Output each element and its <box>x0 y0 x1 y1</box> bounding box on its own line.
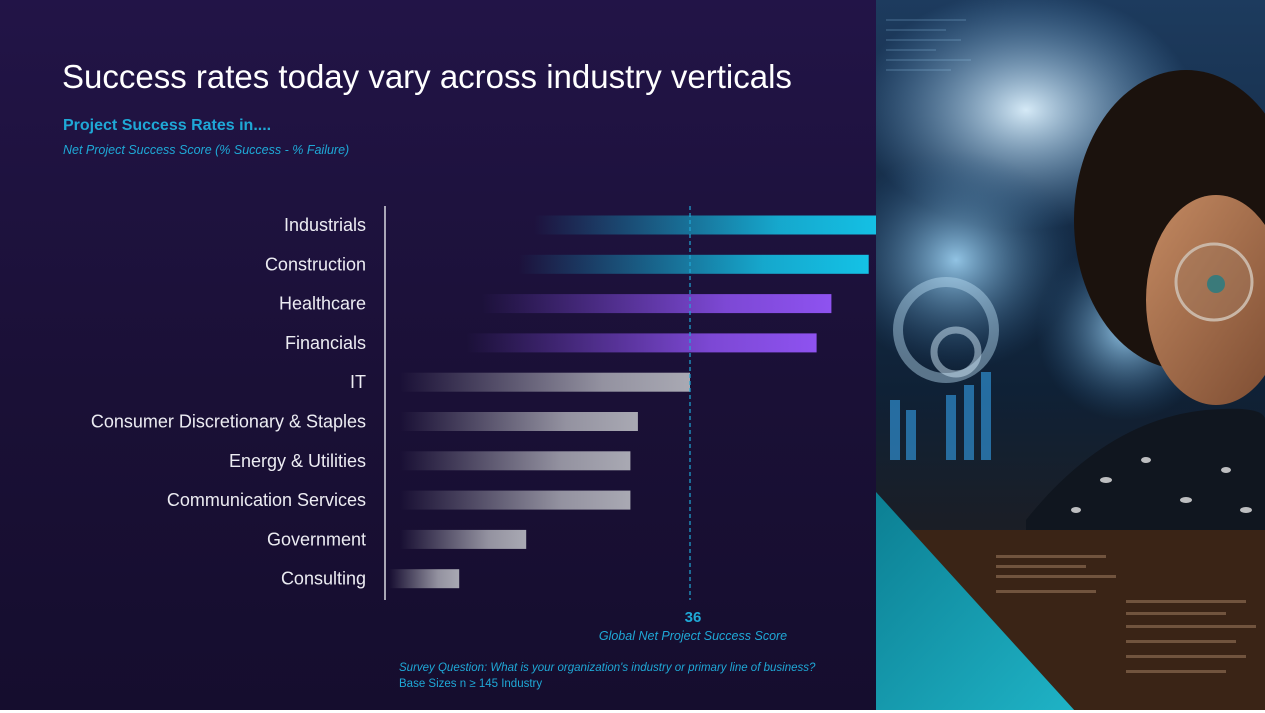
bar-industrials <box>533 215 876 235</box>
chart-subtitle-note: Net Project Success Score (% Success - %… <box>63 143 350 157</box>
category-label: Healthcare <box>279 294 366 314</box>
category-label: Energy & Utilities <box>229 451 366 471</box>
slide-title: Success rates today vary across industry… <box>62 58 792 95</box>
category-label: Construction <box>265 254 366 274</box>
bar-government <box>400 529 527 549</box>
bar-chart: Industrials Construction Healthcare Financi… <box>91 206 876 643</box>
content-panel: Success rates today vary across industry… <box>62 58 876 692</box>
category-label: Consulting <box>281 569 366 589</box>
bar-communication-services <box>400 490 631 510</box>
category-label: IT <box>350 372 366 392</box>
category-label: Government <box>267 529 366 549</box>
teal-accent-triangle <box>876 492 1075 710</box>
bar-consulting <box>389 569 460 589</box>
category-label: Communication Services <box>167 490 366 510</box>
bar-it <box>400 372 690 392</box>
base-size-note: Base Sizes n ≥ 145 Industry <box>399 678 543 690</box>
category-label: Industrials <box>284 215 366 235</box>
chart-subtitle: Project Success Rates in.... <box>63 117 272 134</box>
footnote: Survey Question: What is your organizati… <box>399 660 815 692</box>
category-label: Financials <box>285 333 366 353</box>
bar-healthcare <box>481 294 832 314</box>
bar-construction <box>518 254 869 274</box>
bar-consumer-discretionary-staples <box>400 412 638 431</box>
bar-energy-utilities <box>400 451 631 471</box>
bar-financials <box>466 333 817 353</box>
reference-value-label: 36 <box>685 609 702 626</box>
reference-line-label: Global Net Project Success Score <box>599 629 787 643</box>
survey-question: Survey Question: What is your organizati… <box>399 662 816 674</box>
category-label: Consumer Discretionary & Staples <box>91 412 366 432</box>
